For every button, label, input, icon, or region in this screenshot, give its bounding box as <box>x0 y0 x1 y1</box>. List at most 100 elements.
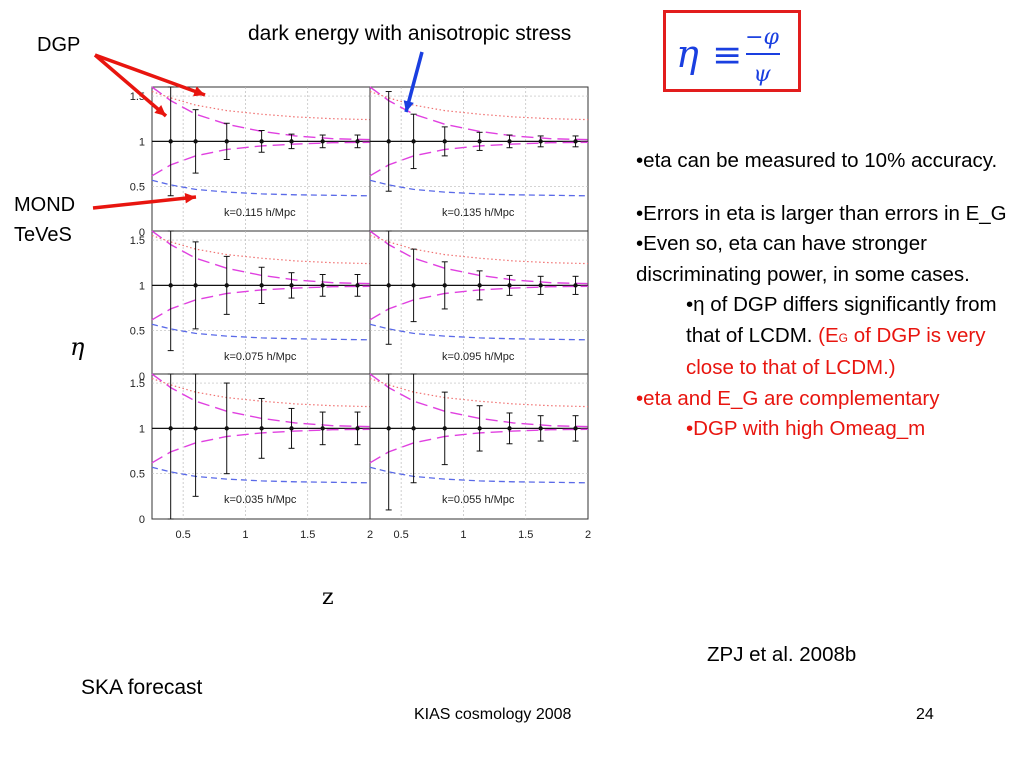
dgp-lower-curve <box>369 141 589 177</box>
data-point <box>477 139 482 144</box>
data-point <box>442 283 447 288</box>
dgp-upper-curve <box>151 86 371 141</box>
mond-teves-curve <box>151 466 371 484</box>
y-tick-label: 1.5 <box>130 378 145 390</box>
data-point <box>442 139 447 144</box>
x-tick-label: 0.5 <box>393 529 408 541</box>
dark-energy-curve <box>151 90 371 121</box>
data-point <box>224 283 229 288</box>
dark-energy-annotation: dark energy with anisotropic stress <box>248 22 572 45</box>
slide-number: 24 <box>916 706 934 723</box>
bullet-item: •Even so, eta can have stronger discrimi… <box>636 229 1016 290</box>
dgp-upper-curve <box>151 373 371 428</box>
y-tick-label: 0.5 <box>130 469 145 481</box>
data-point <box>289 426 294 431</box>
data-point <box>259 283 264 288</box>
data-point <box>411 139 416 144</box>
mond-annotation: MOND <box>14 194 76 216</box>
data-point <box>386 426 391 431</box>
data-point <box>224 426 229 431</box>
bullet-red-note: (EG of DGP is very close to that of LCDM… <box>686 323 986 380</box>
bullet-item: •eta can be measured to 10% accuracy. <box>636 146 1016 177</box>
data-point <box>168 139 173 144</box>
dgp-lower-curve <box>151 285 371 321</box>
dark-energy-curve <box>151 234 371 265</box>
dgp-arrow-upper <box>94 53 206 97</box>
data-point <box>355 426 360 431</box>
panel-k-label: k=0.095 h/Mpc <box>442 351 515 363</box>
data-point <box>320 283 325 288</box>
mond-arrow-head <box>184 192 196 204</box>
data-point <box>538 283 543 288</box>
bullet-list: •eta can be measured to 10% accuracy. •Er… <box>636 146 1016 445</box>
equation-op: ≡ <box>712 35 742 76</box>
dgp-arrow-lower-head <box>154 104 166 116</box>
y-tick-label: 0.5 <box>130 182 145 194</box>
y-tick-label: 0 <box>139 227 145 239</box>
footer-title: KIAS cosmology 2008 <box>414 706 572 723</box>
dgp-lower-curve <box>369 285 589 321</box>
dark-energy-curve <box>369 234 589 265</box>
data-point <box>573 426 578 431</box>
panel-k-label: k=0.075 h/Mpc <box>224 351 297 363</box>
data-point <box>507 426 512 431</box>
data-point <box>289 283 294 288</box>
data-point <box>538 139 543 144</box>
panel-frame <box>151 86 371 233</box>
data-point <box>355 139 360 144</box>
bullet-item: •eta and E_G are complementary <box>636 384 1016 415</box>
bullet-text: •DGP with high Omeag_m <box>686 417 926 440</box>
dgp-arrow-upper-head <box>193 86 205 97</box>
data-point <box>573 283 578 288</box>
mond-teves-curve <box>151 323 371 341</box>
panel-k-label: k=0.115 h/Mpc <box>224 207 296 219</box>
ska-forecast-label: SKA forecast <box>81 676 203 699</box>
equation-denominator: ψ <box>753 62 771 87</box>
bullet-item: •DGP with high Omeag_m <box>636 414 1016 445</box>
bullet-text: •Even so, eta can have stronger discrimi… <box>636 232 970 286</box>
bullet-text: •Errors in eta is larger than errors in … <box>636 201 1007 225</box>
data-point <box>386 139 391 144</box>
dark-energy-arrow-head <box>403 100 414 112</box>
mond-arrow <box>92 195 197 210</box>
dgp-lower-curve <box>369 428 589 464</box>
eta-panel-chart: k=0.115 h/Mpc 0 0.5 1 1.5 k=0.135 h/Mpc k=0.07… <box>92 51 591 541</box>
data-point <box>411 283 416 288</box>
x-tick-label: 1 <box>242 529 248 541</box>
data-point <box>193 283 198 288</box>
y-tick-label: 1 <box>139 280 145 292</box>
x-tick-label: 1.5 <box>518 529 533 541</box>
mond-teves-curve <box>369 466 589 484</box>
x-tick-label: 1 <box>460 529 466 541</box>
y-axis-label: η <box>70 333 85 361</box>
data-point <box>320 139 325 144</box>
dgp-annotation: DGP <box>37 34 81 56</box>
x-tick-label: 1.5 <box>300 529 315 541</box>
bullet-text: •eta and E_G are complementary <box>636 386 940 410</box>
data-point <box>538 426 543 431</box>
y-tick-label: 0.5 <box>130 326 145 338</box>
mond-teves-curve <box>369 179 589 197</box>
y-tick-label: 0 <box>139 371 145 383</box>
data-point <box>442 426 447 431</box>
data-point <box>477 426 482 431</box>
data-point <box>289 139 294 144</box>
reference-citation: ZPJ et al. 2008b <box>707 643 857 666</box>
data-point <box>507 139 512 144</box>
data-point <box>355 283 360 288</box>
dgp-upper-curve <box>151 230 371 285</box>
dark-energy-curve <box>151 377 371 408</box>
mond-teves-curve <box>369 323 589 341</box>
data-point <box>320 426 325 431</box>
equation-lhs: η <box>676 32 699 76</box>
data-point <box>386 283 391 288</box>
data-point <box>573 139 578 144</box>
panel-k-label: k=0.055 h/Mpc <box>442 494 515 506</box>
y-tick-label: 1 <box>139 136 145 148</box>
dark-energy-curve <box>369 377 589 408</box>
bullet-item: •η of DGP differs significantly from tha… <box>636 290 1016 384</box>
y-tick-label: 1.5 <box>130 235 145 247</box>
dgp-arrow-lower <box>93 53 168 118</box>
data-point <box>193 426 198 431</box>
mond-teves-curve <box>151 179 371 197</box>
